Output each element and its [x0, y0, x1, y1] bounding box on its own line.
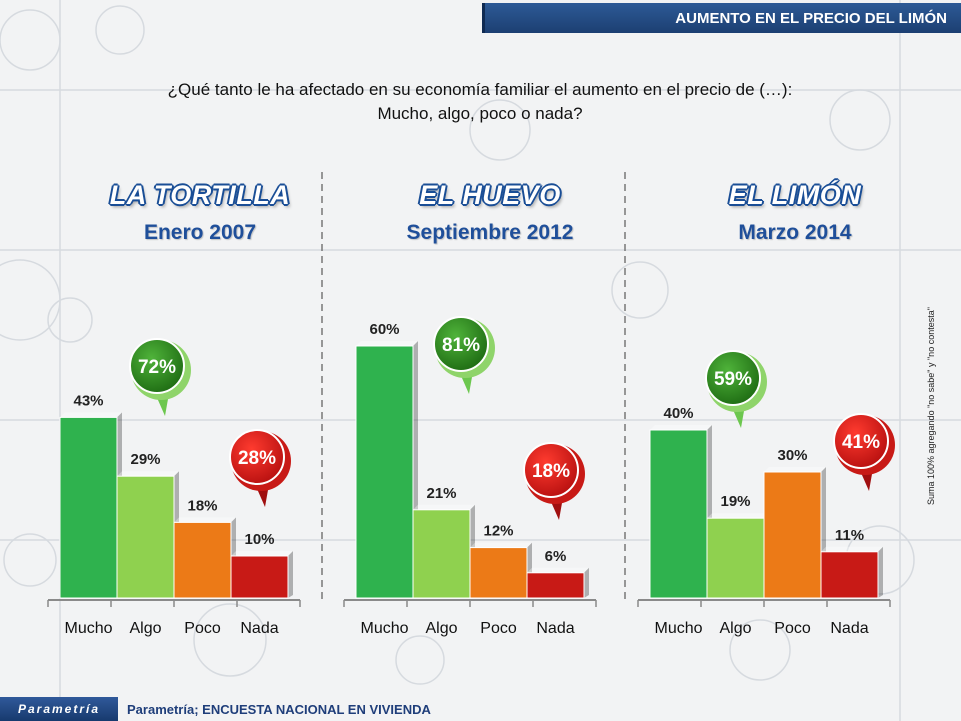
bar-nada: [526, 572, 585, 599]
bar-top-shade: [117, 471, 179, 477]
callout-value: 81%: [442, 335, 480, 356]
side-note: Suma 100% agregando "no sabe" y "no cont…: [926, 307, 936, 505]
footer-source: Parametría; ENCUESTA NACIONAL EN VIVIEND…: [127, 702, 431, 717]
bar-mucho: [355, 345, 414, 599]
header-title: AUMENTO EN EL PRECIO DEL LIMÓN: [482, 3, 961, 33]
callout-value: 72%: [138, 357, 176, 378]
callout-bubble: [433, 316, 489, 372]
bar-poco: [763, 471, 822, 599]
callout-value: 41%: [842, 432, 880, 453]
callout-bubble: [833, 413, 889, 469]
category-label: Mucho: [64, 620, 112, 637]
bar-nada: [820, 551, 879, 599]
bar-value-label: 6%: [545, 548, 567, 565]
bar-algo: [706, 517, 765, 599]
category-label: Mucho: [654, 620, 702, 637]
bar-top-shade: [174, 517, 236, 523]
bar-algo: [116, 475, 175, 599]
callout-value: 59%: [714, 369, 752, 390]
bar-value-label: 12%: [483, 523, 513, 540]
bar-top-shade: [231, 551, 293, 556]
bar-top-shade: [527, 567, 589, 573]
bar-top-shade: [60, 412, 122, 418]
callout-value: 28%: [238, 448, 276, 469]
category-label: Poco: [480, 620, 517, 637]
bar-mucho: [59, 416, 118, 599]
bar-value-label: 29%: [130, 451, 160, 468]
callout-bubble: [229, 429, 285, 485]
panel-subtitle-limon: Marzo 2014: [738, 221, 852, 244]
callout-bubble: [129, 338, 185, 394]
question-line-2: Mucho, algo, poco o nada?: [377, 104, 583, 123]
bar-value-label: 18%: [187, 497, 217, 514]
category-label: Algo: [425, 620, 457, 637]
panel-title-tortilla: LA TORTILLA: [109, 180, 291, 210]
bar-top-shade: [821, 546, 883, 552]
bar-side-shade: [288, 551, 293, 598]
bar-value-label: 10%: [244, 531, 274, 548]
bar-side-shade: [584, 567, 589, 598]
bar-top-shade: [470, 542, 532, 548]
bar-nada: [230, 555, 289, 599]
bar-value-label: 43%: [73, 392, 103, 409]
question-line-1: ¿Qué tanto le ha afectado en su economía…: [167, 80, 793, 99]
bar-top-shade: [356, 341, 418, 346]
category-label: Algo: [719, 620, 751, 637]
callout-value: 18%: [532, 461, 570, 482]
bar-value-label: 11%: [835, 527, 864, 544]
survey-question: ¿Qué tanto le ha afectado en su economía…: [70, 78, 890, 126]
panel-title-huevo: EL HUEVO: [419, 180, 561, 210]
bar-top-shade: [650, 425, 712, 430]
bar-top-shade: [413, 504, 475, 510]
panel-subtitle-tortilla: Enero 2007: [143, 221, 257, 244]
panel-subtitle-huevo: Septiembre 2012: [406, 221, 574, 244]
bar-value-label: 40%: [663, 405, 693, 422]
bar-poco: [469, 547, 528, 599]
category-label: Poco: [774, 620, 811, 637]
callout-bubble: [705, 350, 761, 406]
footer-logo: Parametría: [0, 697, 118, 721]
category-label: Poco: [184, 620, 221, 637]
bar-value-label: 21%: [426, 485, 456, 502]
bar-poco: [173, 521, 232, 599]
callout-bubble: [523, 442, 579, 498]
category-label: Algo: [129, 620, 161, 637]
category-label: Mucho: [360, 620, 408, 637]
bar-value-label: 30%: [777, 447, 807, 464]
panel-title-limon: EL LIMÓN: [728, 180, 862, 210]
bar-mucho: [649, 429, 708, 599]
bar-top-shade: [707, 513, 769, 519]
bar-side-shade: [878, 546, 883, 598]
bar-value-label: 60%: [369, 321, 399, 338]
category-label: Nada: [536, 620, 574, 637]
category-label: Nada: [830, 620, 868, 637]
category-label: Nada: [240, 620, 278, 637]
bar-top-shade: [764, 467, 826, 472]
bar-value-label: 19%: [720, 493, 750, 510]
bar-algo: [412, 509, 471, 599]
